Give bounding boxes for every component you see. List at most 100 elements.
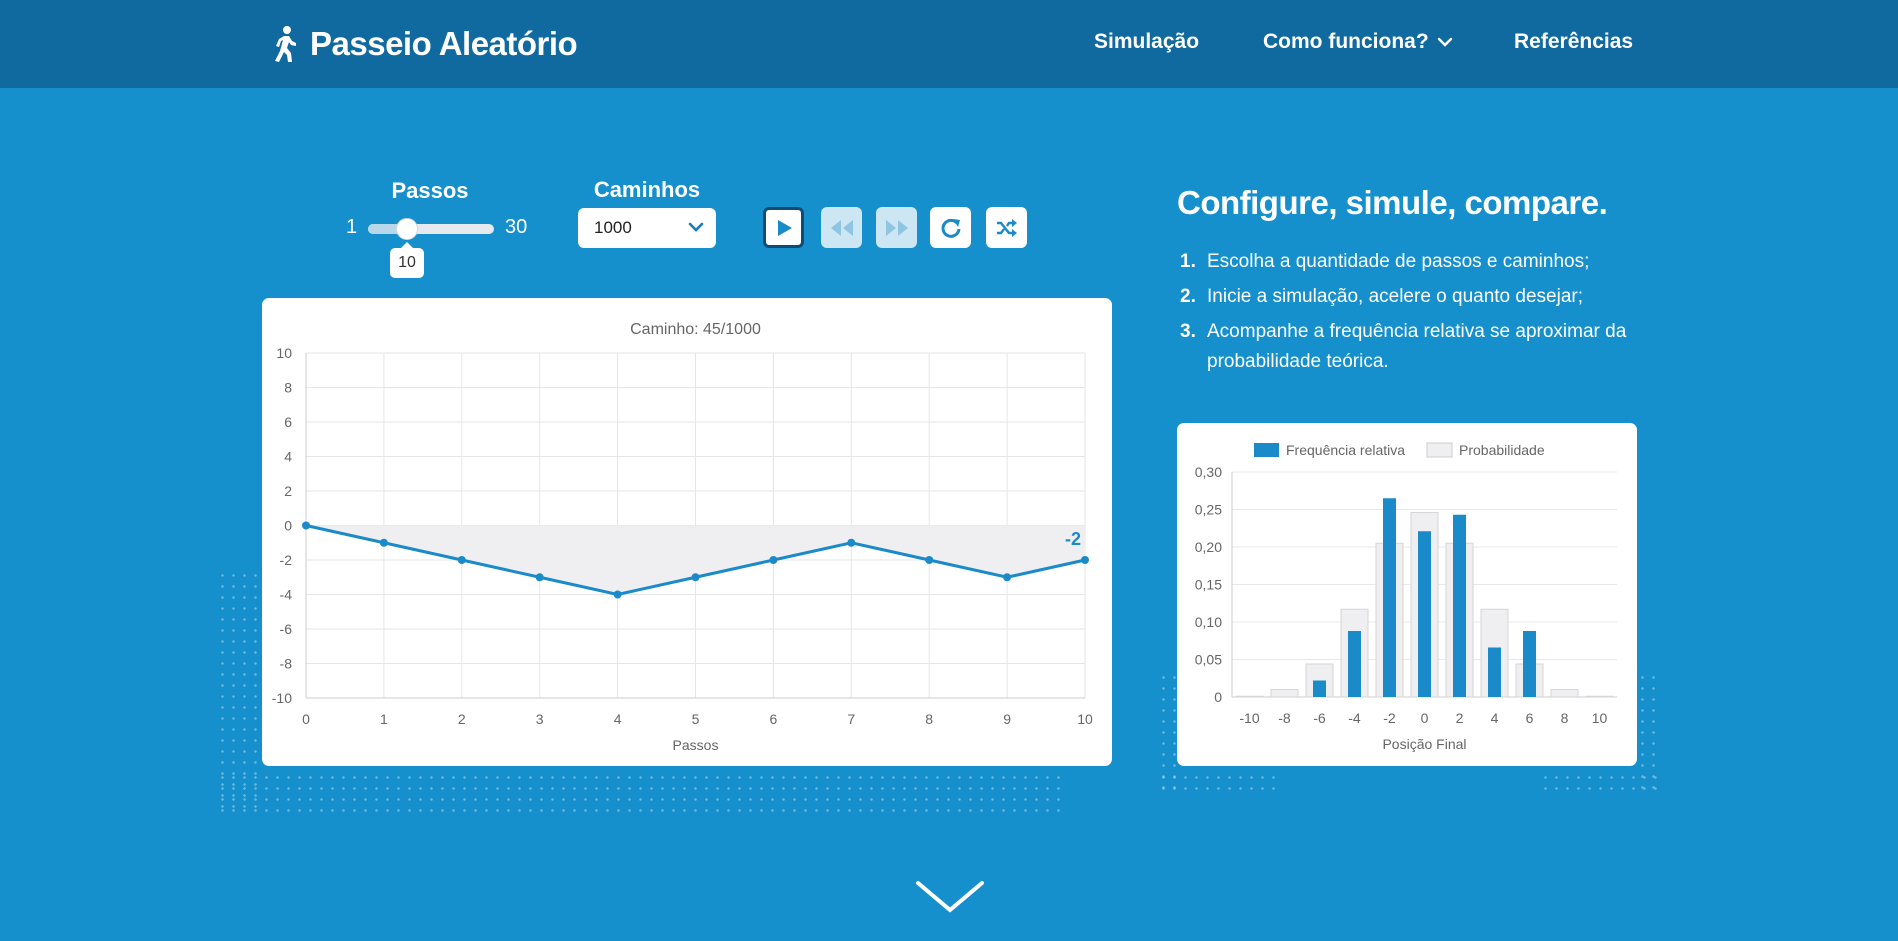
- x-tick-label: 10: [1592, 710, 1608, 726]
- nav-simulacao[interactable]: Simulação: [1094, 30, 1199, 54]
- rewind-button[interactable]: [821, 207, 862, 248]
- path-point: [613, 590, 622, 599]
- steps-slider[interactable]: [368, 224, 494, 234]
- path-point: [769, 556, 778, 564]
- x-tick-label: 0: [302, 711, 310, 727]
- instruction-text: Acompanhe a frequência relativa se aprox…: [1207, 321, 1627, 372]
- y-tick-label: 2: [284, 483, 292, 499]
- chart-title: Caminho: 45/1000: [630, 321, 761, 338]
- path-point: [379, 538, 388, 547]
- instruction-item: 3. Acompanhe a frequência relativa se apr…: [1177, 317, 1647, 377]
- dots-decoration: [1637, 672, 1661, 792]
- y-tick-label: 0,25: [1195, 502, 1222, 518]
- nav-como-funciona-label: Como funciona?: [1263, 30, 1429, 53]
- brand-title: Passeio Aleatório: [310, 25, 578, 62]
- probability-bar: [1550, 689, 1579, 698]
- y-tick-label: 0,10: [1195, 614, 1222, 630]
- x-tick-label: 6: [770, 711, 778, 727]
- x-tick-label: -2: [1383, 710, 1396, 726]
- steps-slider-fill: [368, 224, 408, 234]
- y-tick-label: -6: [280, 621, 293, 637]
- nav-como-funciona[interactable]: Como funciona?: [1263, 30, 1453, 54]
- intro-headline: Configure, simule, compare.: [1177, 184, 1608, 221]
- x-tick-label: 4: [614, 711, 622, 727]
- x-tick-label: 9: [1003, 711, 1011, 727]
- path-point: [535, 573, 544, 582]
- steps-min: 1: [346, 216, 358, 238]
- brand[interactable]: Passeio Aleatório: [270, 22, 578, 66]
- y-tick-label: 10: [276, 345, 292, 361]
- reset-icon: [941, 218, 960, 238]
- y-tick-label: -2: [280, 552, 293, 568]
- shuffle-button[interactable]: [986, 207, 1027, 248]
- path-point: [691, 573, 700, 582]
- instruction-number: 3.: [1180, 321, 1196, 342]
- frequency-bar: [1453, 514, 1466, 697]
- steps-max: 30: [505, 216, 528, 238]
- path-point: [1081, 556, 1089, 564]
- dots-decoration: [217, 772, 1062, 812]
- legend-swatch-frequency: [1254, 443, 1279, 457]
- x-tick-label: -6: [1313, 710, 1326, 726]
- shuffle-icon: [996, 218, 1017, 237]
- frequency-bar: [1383, 498, 1396, 697]
- dots-decoration: [217, 570, 261, 810]
- y-tick-label: 0,05: [1195, 652, 1222, 668]
- scroll-down-chevron-icon[interactable]: [915, 880, 985, 915]
- instruction-number: 1.: [1180, 251, 1196, 272]
- area-fill: [306, 525, 1085, 595]
- walking-person-icon: [275, 26, 296, 62]
- instructions-list: 1. Escolha a quantidade de passos e camin…: [1177, 247, 1647, 382]
- steps-value-tooltip: 10: [390, 242, 425, 278]
- x-tick-label: 1: [380, 711, 388, 727]
- x-tick-label: 7: [847, 711, 855, 727]
- navbar: Passeio Aleatório Simulação Como funcion…: [0, 0, 1898, 88]
- x-tick-label: -10: [1239, 710, 1259, 726]
- instruction-text: Escolha a quantidade de passos e caminho…: [1207, 251, 1590, 272]
- legend-label-probability: Probabilidade: [1459, 442, 1545, 458]
- y-tick-label: 0,30: [1195, 464, 1222, 480]
- x-axis-label: Passos: [673, 737, 719, 753]
- probability-bar: [1235, 695, 1264, 698]
- y-tick-label: 0: [1214, 689, 1222, 705]
- path-line-chart: Caminho: 45/1000 10 8 6 4 2 0 -2 -4 -6 -8 -10 0 1 2 3 4 5…: [272, 321, 1093, 753]
- x-tick-label: 2: [1456, 710, 1464, 726]
- dots-decoration: [1158, 772, 1278, 792]
- x-tick-label: -8: [1278, 710, 1291, 726]
- fast-forward-icon: [885, 219, 908, 236]
- x-tick-label: 10: [1077, 711, 1093, 727]
- x-tick-label: 8: [925, 711, 933, 727]
- fast-forward-button[interactable]: [876, 207, 917, 248]
- y-tick-label: -8: [280, 656, 293, 672]
- paths-select-value: 1000: [594, 218, 632, 237]
- instruction-item: 2. Inicie a simulação, acelere o quanto d…: [1177, 282, 1647, 312]
- distribution-bar-chart: Frequência relativa Probabilidade 0,30 0,25…: [1195, 442, 1617, 752]
- frequency-bar: [1313, 680, 1326, 697]
- y-tick-label: 6: [284, 414, 292, 430]
- x-tick-label: 4: [1491, 710, 1499, 726]
- reset-button[interactable]: [930, 207, 971, 248]
- x-axis-label: Posição Final: [1382, 736, 1466, 752]
- path-point: [457, 556, 466, 564]
- path-point: [847, 538, 856, 547]
- y-tick-label: 0: [284, 518, 292, 534]
- path-point: [1003, 573, 1012, 582]
- x-tick-label: 3: [536, 711, 544, 727]
- instruction-number: 2.: [1180, 286, 1196, 307]
- dots-decoration: [1540, 772, 1660, 792]
- steps-label: Passos: [391, 178, 469, 203]
- instruction-item: 1. Escolha a quantidade de passos e camin…: [1177, 247, 1647, 277]
- nav-referencias[interactable]: Referências: [1514, 30, 1633, 54]
- frequency-bar: [1418, 531, 1431, 697]
- paths-select[interactable]: 1000: [578, 208, 716, 248]
- y-tick-label: 0,15: [1195, 577, 1222, 593]
- x-tick-label: 8: [1561, 710, 1569, 726]
- y-tick-label: -4: [280, 587, 293, 603]
- steps-slider-thumb[interactable]: [396, 218, 419, 240]
- x-tick-label: 2: [458, 711, 466, 727]
- nav-simulacao-label: Simulação: [1094, 30, 1200, 53]
- frequency-bar: [1348, 631, 1361, 697]
- instruction-text: Inicie a simulação, acelere o quanto des…: [1207, 286, 1584, 307]
- path-point: [925, 556, 934, 564]
- play-button[interactable]: [763, 207, 804, 248]
